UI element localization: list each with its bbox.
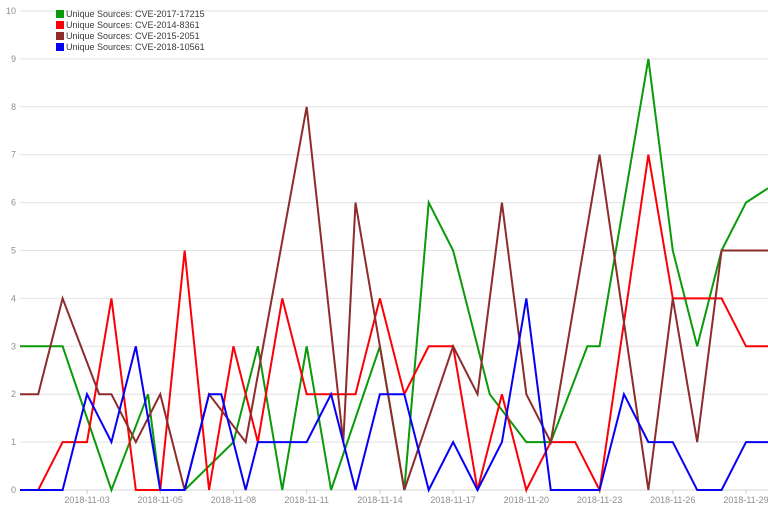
legend-label: Unique Sources: CVE-2018-10561	[66, 42, 205, 52]
legend-item-1: Unique Sources: CVE-2014-8361	[56, 20, 205, 30]
x-axis-label: 2018-11-17	[430, 495, 475, 505]
x-axis-label: 2018-11-03	[64, 495, 109, 505]
y-axis-label: 8	[11, 102, 16, 112]
x-axis-label: 2018-11-26	[650, 495, 695, 505]
y-axis-label: 4	[11, 293, 16, 303]
series-line-2	[20, 106, 768, 491]
y-axis-label: 0	[11, 485, 16, 495]
y-axis-label: 5	[11, 246, 16, 256]
y-axis-label: 3	[11, 341, 16, 351]
x-axis-label: 2018-11-14	[357, 495, 402, 505]
legend-item-2: Unique Sources: CVE-2015-2051	[56, 31, 205, 41]
legend-label: Unique Sources: CVE-2017-17215	[66, 9, 205, 19]
legend-swatch-icon	[56, 10, 64, 18]
series-line-1	[20, 154, 768, 494]
y-axis-label: 10	[6, 6, 16, 16]
x-axis-label: 2018-11-20	[504, 495, 549, 505]
legend-item-3: Unique Sources: CVE-2018-10561	[56, 42, 205, 52]
legend-item-0: Unique Sources: CVE-2017-17215	[56, 9, 205, 19]
y-axis-label: 1	[11, 437, 16, 447]
x-axis-label: 2018-11-23	[577, 495, 622, 505]
legend-swatch-icon	[56, 21, 64, 29]
y-axis-label: 7	[11, 150, 16, 160]
legend-label: Unique Sources: CVE-2014-8361	[66, 20, 200, 30]
x-axis-label: 2018-11-08	[211, 495, 256, 505]
legend-swatch-icon	[56, 43, 64, 51]
chart-legend: Unique Sources: CVE-2017-17215 Unique Sou…	[56, 9, 205, 52]
y-axis-label: 2	[11, 389, 16, 399]
legend-label: Unique Sources: CVE-2015-2051	[66, 31, 200, 41]
x-axis-label: 2018-11-05	[138, 495, 183, 505]
legend-swatch-icon	[56, 32, 64, 40]
y-axis-label: 6	[11, 198, 16, 208]
x-axis-label: 2018-11-11	[284, 495, 329, 505]
series-line-3	[20, 298, 768, 493]
x-axis-label: 2018-11-29	[723, 495, 768, 505]
y-axis-label: 9	[11, 54, 16, 64]
